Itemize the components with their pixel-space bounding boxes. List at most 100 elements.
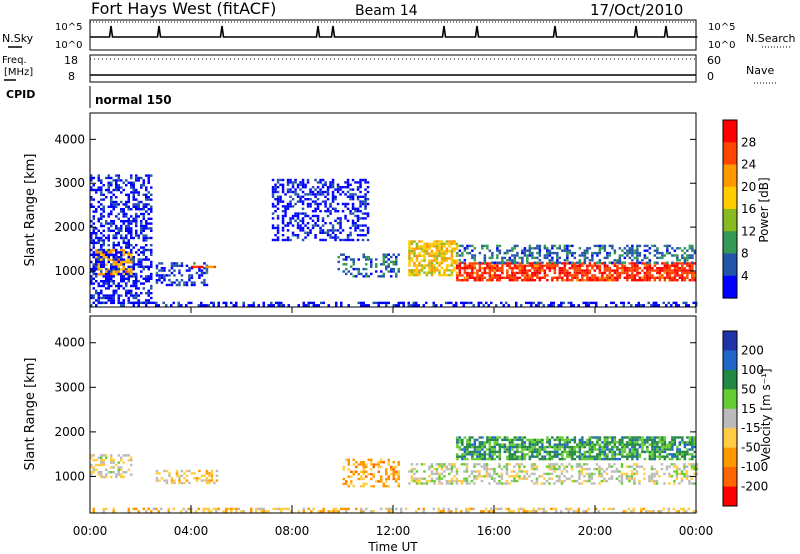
heatmap-cell	[286, 181, 290, 184]
heatmap-cell	[508, 441, 512, 444]
heatmap-cell	[578, 482, 581, 485]
heatmap-cell	[95, 468, 98, 471]
heatmap-cell	[591, 436, 594, 439]
heatmap-cell	[643, 267, 647, 270]
heatmap-cell	[360, 475, 363, 478]
heatmap-cell	[140, 265, 143, 268]
heatmap-cell	[137, 205, 140, 208]
heatmap-cell	[117, 174, 120, 177]
heatmap-cell	[493, 274, 497, 277]
heatmap-cell	[680, 477, 684, 480]
heatmap-cell	[158, 274, 161, 277]
heatmap-cell	[483, 463, 486, 466]
heatmap-cell	[137, 215, 140, 218]
heatmap-cell	[240, 510, 243, 513]
heatmap-cell	[349, 183, 352, 186]
heatmap-cell	[172, 301, 175, 305]
heatmap-cell	[347, 461, 350, 464]
heatmap-cell	[662, 507, 665, 511]
heatmap-cell	[551, 256, 554, 260]
heatmap-cell	[567, 507, 570, 511]
heatmap-cell	[107, 184, 110, 187]
heatmap-cell	[665, 465, 669, 468]
heatmap-cell	[478, 470, 481, 473]
heatmap-cell	[695, 467, 699, 471]
heatmap-cell	[586, 271, 589, 275]
heatmap-cell	[631, 254, 634, 257]
heatmap-cell	[430, 242, 434, 246]
heatmap-cell	[528, 276, 532, 279]
heatmap-cell	[586, 443, 589, 446]
heatmap-cell	[304, 224, 307, 227]
heatmap-cell	[364, 193, 367, 196]
heatmap-cell	[468, 276, 472, 279]
heatmap-cell	[596, 244, 599, 248]
heatmap-cell	[90, 248, 93, 252]
heatmap-cell	[420, 254, 424, 258]
heatmap-cell	[673, 249, 677, 252]
heatmap-cell	[367, 255, 370, 259]
heatmap-cell	[364, 181, 367, 184]
heatmap-cell	[438, 482, 441, 485]
heatmap-cell	[676, 450, 679, 454]
heatmap-cell	[423, 264, 426, 267]
heatmap-cell	[460, 482, 464, 485]
heatmap-cell	[491, 455, 494, 458]
heatmap-cell	[145, 186, 148, 189]
heatmap-cell	[511, 274, 514, 277]
heatmap-cell	[319, 181, 322, 184]
heatmap-cell	[271, 190, 275, 194]
heatmap-cell	[623, 436, 627, 439]
heatmap-cell	[596, 455, 599, 458]
heatmap-cell	[686, 453, 689, 456]
heatmap-cell	[145, 196, 148, 199]
x-tick-label: 00:00	[73, 524, 108, 538]
heatmap-cell	[478, 443, 482, 446]
heatmap-cell	[107, 296, 110, 300]
heatmap-cell	[147, 507, 150, 511]
heatmap-cell	[566, 259, 569, 262]
heatmap-cell	[598, 475, 601, 478]
heatmap-cell	[503, 276, 507, 279]
heatmap-cell	[351, 193, 355, 196]
heatmap-cell	[543, 254, 547, 257]
heatmap-cell	[331, 231, 335, 234]
nave-tick-top: 60	[707, 54, 721, 67]
heatmap-cell	[107, 282, 110, 285]
heatmap-cell	[618, 271, 622, 275]
heatmap-cell	[650, 472, 654, 476]
heatmap-cell	[638, 276, 642, 279]
heatmap-cell	[198, 269, 201, 272]
heatmap-cell	[513, 264, 517, 267]
heatmap-cell	[546, 457, 549, 461]
heatmap-cell	[395, 480, 398, 483]
heatmap-cell	[693, 274, 697, 277]
heatmap-cell	[536, 256, 539, 260]
heatmap-cell	[648, 457, 652, 461]
heatmap-cell	[513, 443, 517, 446]
heatmap-cell	[673, 262, 677, 265]
heatmap-cell	[100, 232, 103, 235]
heatmap-cell	[628, 479, 631, 483]
heatmap-cell	[97, 301, 100, 305]
heatmap-cell	[132, 275, 135, 278]
heatmap-cell	[271, 226, 275, 230]
heatmap-cell	[310, 510, 313, 513]
heatmap-cell	[90, 275, 93, 278]
heatmap-cell	[425, 482, 429, 485]
heatmap-cell	[408, 261, 411, 265]
heatmap-cell	[110, 277, 113, 280]
heatmap-cell	[425, 245, 429, 248]
heatmap-cell	[591, 441, 594, 444]
heatmap-cell	[395, 275, 398, 278]
heatmap-cell	[145, 193, 148, 196]
heatmap-cell	[215, 474, 219, 477]
heatmap-cell	[177, 304, 180, 307]
heatmap-cell	[540, 301, 543, 305]
heatmap-cell	[315, 304, 318, 307]
heatmap-cell	[130, 294, 133, 297]
heatmap-cell	[671, 247, 674, 250]
heatmap-cell	[130, 208, 133, 211]
heatmap-cell	[548, 254, 552, 257]
heatmap-cell	[658, 267, 662, 270]
